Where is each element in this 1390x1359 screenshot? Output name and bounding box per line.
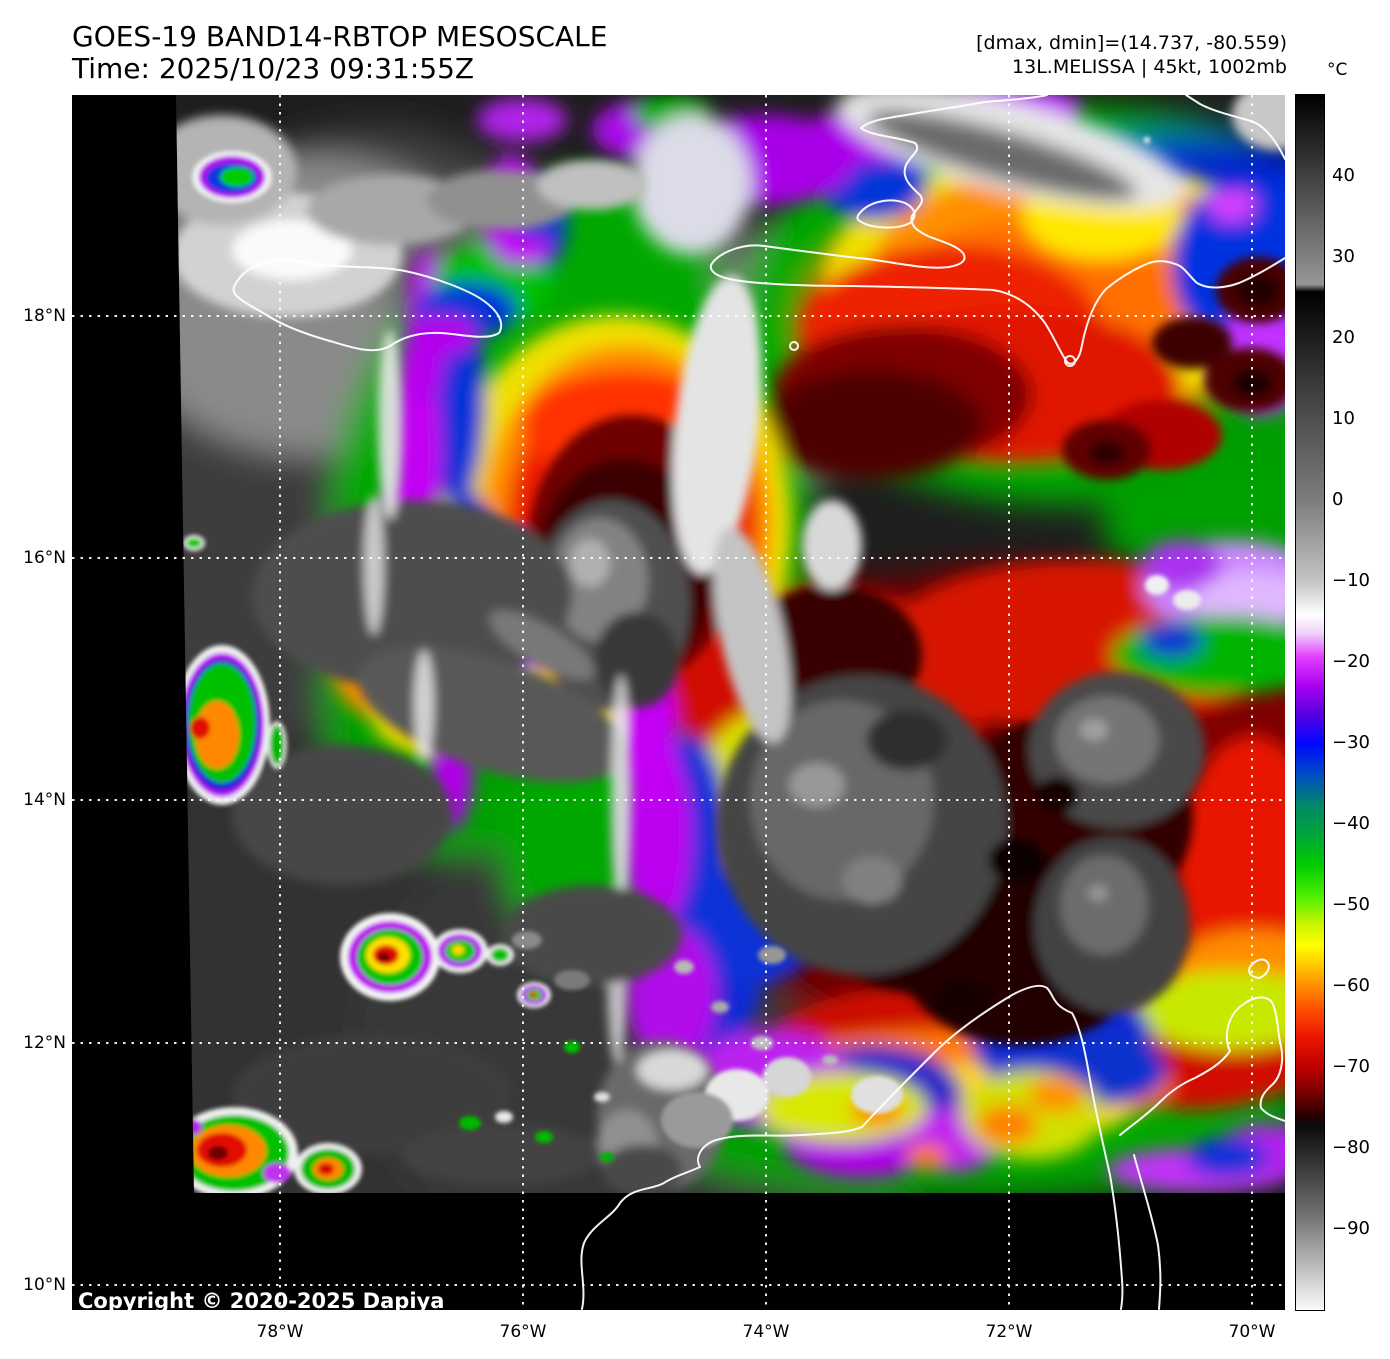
colorbar-tick-label: −80 (1332, 1137, 1370, 1158)
maracaibo-shore (1133, 1154, 1162, 1310)
colorbar-tick-label: −70 (1332, 1056, 1370, 1077)
lon-label: 78°W (256, 1322, 304, 1342)
hispaniola-coastline (709, 94, 1286, 365)
coastlines (232, 94, 1286, 1310)
colorbar-tick-label: −10 (1332, 570, 1370, 591)
lon-label: 72°W (985, 1322, 1033, 1342)
page-title: GOES-19 BAND14-RBTOP MESOSCALE (72, 20, 608, 53)
gonave-island-outline (856, 199, 916, 229)
beata-islet-outline (1064, 355, 1076, 367)
colorbar (1295, 94, 1325, 1311)
colorbar-unit-label: °C (1327, 60, 1348, 80)
colorbar-tick-label: 10 (1332, 408, 1355, 429)
cloud-imagery (176, 95, 1285, 1193)
colorbar-tick-label: −60 (1332, 975, 1370, 996)
storm-readout: 13L.MELISSA | 45kt, 1002mb (1012, 56, 1287, 78)
colorbar-tick-label: −20 (1332, 651, 1370, 672)
lat-label: 16°N (23, 548, 66, 568)
curacao-outline (1248, 958, 1270, 979)
ile-a-vache-outline (789, 341, 799, 351)
lat-label: 10°N (23, 1275, 66, 1295)
colorbar-tick-label: −30 (1332, 732, 1370, 753)
lat-label: 18°N (23, 306, 66, 326)
lat-label: 14°N (23, 790, 66, 810)
colorbar-tick-label: 0 (1332, 489, 1344, 510)
lon-label: 74°W (742, 1322, 790, 1342)
colorbar-tick-label: −90 (1332, 1218, 1370, 1239)
lon-label: 76°W (499, 1322, 547, 1342)
dmax-dmin-readout: [dmax, dmin]=(14.737, -80.559) (976, 32, 1287, 54)
colorbar-tick-label: −50 (1332, 894, 1370, 915)
timestamp: Time: 2025/10/23 09:31:55Z (72, 52, 475, 85)
gridlines (72, 95, 1285, 1310)
colorbar-tick-label: 20 (1332, 327, 1355, 348)
colorbar-tick-label: 30 (1332, 246, 1355, 267)
colorbar-tick-label: 40 (1332, 165, 1355, 186)
paraguana-coastline (1119, 996, 1286, 1136)
lon-label: 70°W (1228, 1322, 1276, 1342)
satellite-image: Copyright © 2020-2025 Dapiya (72, 94, 1286, 1313)
south-america-coastline (580, 984, 1124, 1310)
satellite-map: Copyright © 2020-2025 Dapiya (72, 94, 1286, 1313)
colorbar-tick-label: −40 (1332, 813, 1370, 834)
copyright-text: Copyright © 2020-2025 Dapiya (78, 1289, 444, 1310)
jamaica-coastline (232, 259, 503, 352)
lat-label: 12°N (23, 1033, 66, 1053)
hispaniola-ne-coastline (1185, 94, 1286, 160)
